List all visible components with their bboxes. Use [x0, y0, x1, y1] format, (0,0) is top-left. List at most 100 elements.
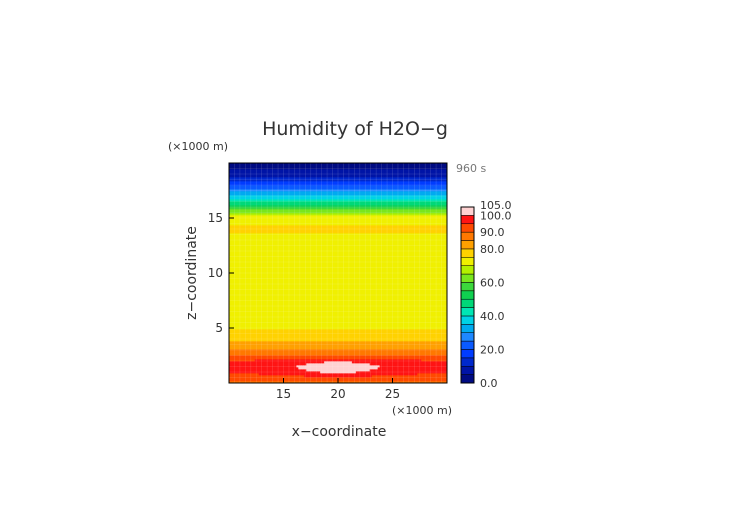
heatmap-cell: [252, 313, 256, 316]
heatmap-cell: [343, 353, 347, 356]
heatmap-cell: [232, 361, 236, 364]
heatmap-cell: [387, 347, 390, 350]
heatmap-cell: [411, 357, 414, 360]
heatmap-cell: [232, 339, 236, 342]
heatmap-cell: [332, 381, 335, 384]
heatmap-cell: [274, 291, 277, 294]
heatmap-cell: [403, 319, 406, 322]
heatmap-cell: [407, 317, 410, 320]
heatmap-cell: [318, 355, 321, 358]
heatmap-cell: [341, 355, 345, 358]
heatmap-cell: [244, 381, 248, 384]
heatmap-cell: [324, 365, 327, 368]
heatmap-cell: [286, 339, 289, 342]
heatmap-cell: [351, 313, 355, 316]
heatmap-cell: [338, 367, 341, 370]
heatmap-cell: [268, 301, 271, 304]
heatmap-cell: [236, 305, 240, 308]
heatmap-cell: [328, 317, 331, 320]
heatmap-cell: [375, 303, 378, 306]
heatmap-cell: [312, 325, 315, 328]
heatmap-cell: [328, 319, 331, 322]
heatmap-cell: [413, 311, 416, 314]
heatmap-cell: [284, 381, 287, 384]
heatmap-cell: [409, 331, 412, 334]
heatmap-cell: [336, 341, 339, 344]
heatmap-cell: [306, 355, 309, 358]
heatmap-cell: [363, 341, 367, 344]
heatmap-cell: [385, 315, 388, 318]
heatmap-cell: [312, 343, 315, 346]
heatmap-cell: [429, 311, 432, 314]
heatmap-cell: [345, 297, 349, 300]
heatmap-cell: [278, 325, 281, 328]
heatmap-cell: [260, 329, 264, 332]
heatmap-cell: [328, 355, 331, 358]
heatmap-cell: [266, 301, 269, 304]
heatmap-cell: [355, 293, 359, 296]
heatmap-cell: [361, 375, 365, 378]
heatmap-cell: [369, 317, 373, 320]
heatmap-cell: [308, 351, 311, 354]
heatmap-cell: [377, 349, 380, 352]
heatmap-cell: [248, 319, 252, 322]
heatmap-cell: [343, 295, 347, 298]
heatmap-cell: [230, 353, 234, 356]
heatmap-cell: [320, 351, 323, 354]
heatmap-cell: [314, 369, 317, 372]
heatmap-cell: [415, 351, 418, 354]
heatmap-cell: [262, 339, 266, 342]
heatmap-cell: [363, 303, 367, 306]
heatmap-cell: [431, 301, 434, 304]
heatmap-cell: [280, 305, 283, 308]
heatmap-cell: [238, 377, 242, 380]
heatmap-cell: [334, 305, 337, 308]
heatmap-cell: [353, 317, 357, 320]
heatmap-cell: [401, 315, 404, 318]
heatmap-cell: [332, 295, 335, 298]
heatmap-cell: [229, 339, 232, 342]
heatmap-cell: [230, 361, 234, 364]
heatmap-cell: [427, 297, 430, 300]
heatmap-cell: [435, 303, 438, 306]
heatmap-cell: [357, 315, 361, 318]
heatmap-cell: [353, 375, 357, 378]
heatmap-cell: [330, 339, 333, 342]
heatmap-cell: [250, 291, 254, 294]
heatmap-cell: [240, 305, 244, 308]
heatmap-cell: [298, 375, 301, 378]
heatmap-cell: [244, 375, 248, 378]
heatmap-cell: [393, 333, 396, 336]
heatmap-cell: [248, 349, 252, 352]
heatmap-cell: [387, 321, 390, 324]
heatmap-cell: [256, 295, 260, 298]
heatmap-cell: [407, 333, 410, 336]
heatmap-cell: [260, 321, 264, 324]
heatmap-cell: [409, 329, 412, 332]
heatmap-cell: [284, 341, 287, 344]
heatmap-cell: [326, 361, 329, 364]
heatmap-cell: [395, 315, 398, 318]
heatmap-cell: [433, 381, 436, 384]
heatmap-cell: [373, 345, 376, 348]
heatmap-cell: [320, 347, 323, 350]
heatmap-cell: [306, 345, 309, 348]
heatmap-cell: [443, 369, 446, 372]
heatmap-cell: [423, 315, 426, 318]
heatmap-cell: [244, 377, 248, 380]
heatmap-cell: [242, 367, 246, 370]
heatmap-cell: [443, 293, 446, 296]
heatmap-cell: [417, 321, 420, 324]
heatmap-cell: [250, 313, 254, 316]
heatmap-cell: [363, 337, 367, 340]
heatmap-cell: [353, 309, 357, 312]
heatmap-cell: [355, 323, 359, 326]
heatmap-cell: [403, 349, 406, 352]
heatmap-cell: [264, 319, 267, 322]
heatmap-cell: [383, 325, 386, 328]
heatmap-cell: [411, 379, 414, 382]
heatmap-cell: [365, 297, 369, 300]
heatmap-cell: [379, 321, 382, 324]
heatmap-cell: [407, 327, 410, 330]
heatmap-cell: [355, 313, 359, 316]
